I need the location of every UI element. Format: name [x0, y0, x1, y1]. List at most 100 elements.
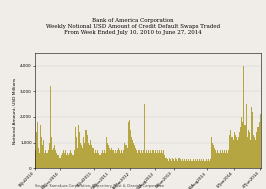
Bar: [251, 107, 252, 168]
Bar: [50, 86, 51, 168]
Bar: [62, 153, 63, 168]
Bar: [110, 150, 111, 168]
Bar: [249, 132, 250, 168]
Bar: [196, 160, 197, 168]
Bar: [44, 153, 45, 168]
Bar: [45, 150, 47, 168]
Bar: [260, 114, 261, 168]
Bar: [184, 159, 185, 168]
Bar: [36, 132, 37, 168]
Bar: [192, 160, 193, 168]
Bar: [199, 159, 200, 168]
Bar: [176, 159, 177, 168]
Bar: [137, 153, 138, 168]
Bar: [182, 159, 183, 168]
Bar: [168, 160, 169, 168]
Bar: [126, 145, 127, 168]
Bar: [244, 125, 246, 168]
Bar: [54, 145, 55, 168]
Bar: [49, 143, 50, 168]
Bar: [121, 150, 122, 168]
Bar: [222, 150, 223, 168]
Bar: [253, 135, 254, 168]
Bar: [208, 159, 209, 168]
Bar: [139, 153, 141, 168]
Bar: [47, 153, 48, 168]
Text: Source: Kamakura Corporation, Depository Trust & Clearing Corporation: Source: Kamakura Corporation, Depository…: [35, 184, 164, 188]
Bar: [43, 140, 44, 168]
Bar: [42, 145, 43, 168]
Bar: [118, 148, 119, 168]
Bar: [236, 137, 237, 168]
Bar: [35, 150, 36, 168]
Bar: [136, 150, 137, 168]
Bar: [41, 137, 42, 168]
Bar: [158, 153, 159, 168]
Bar: [185, 160, 186, 168]
Bar: [113, 150, 114, 168]
Bar: [197, 159, 198, 168]
Bar: [83, 137, 84, 168]
Bar: [247, 137, 248, 168]
Bar: [193, 159, 194, 168]
Bar: [97, 150, 98, 168]
Bar: [104, 150, 105, 168]
Bar: [239, 132, 240, 168]
Bar: [61, 155, 62, 168]
Bar: [229, 135, 230, 168]
Bar: [143, 150, 144, 168]
Bar: [162, 153, 163, 168]
Bar: [217, 150, 218, 168]
Bar: [231, 137, 232, 168]
Bar: [66, 155, 67, 168]
Bar: [74, 127, 76, 168]
Bar: [215, 150, 216, 168]
Bar: [177, 160, 178, 168]
Bar: [107, 143, 108, 168]
Bar: [63, 150, 64, 168]
Bar: [78, 125, 79, 168]
Bar: [235, 135, 236, 168]
Bar: [69, 153, 70, 168]
Bar: [127, 148, 128, 168]
Bar: [48, 150, 49, 168]
Bar: [234, 132, 235, 168]
Bar: [53, 148, 54, 168]
Bar: [174, 160, 175, 168]
Bar: [123, 150, 124, 168]
Bar: [232, 140, 234, 168]
Bar: [65, 150, 66, 168]
Bar: [250, 140, 251, 168]
Bar: [95, 150, 96, 168]
Bar: [225, 153, 226, 168]
Bar: [76, 137, 77, 168]
Bar: [58, 155, 60, 168]
Bar: [67, 153, 68, 168]
Bar: [226, 150, 227, 168]
Bar: [223, 153, 224, 168]
Bar: [211, 137, 212, 168]
Bar: [257, 127, 259, 168]
Bar: [117, 150, 118, 168]
Bar: [164, 155, 165, 168]
Bar: [163, 150, 164, 168]
Bar: [212, 143, 213, 168]
Bar: [79, 132, 80, 168]
Bar: [207, 160, 208, 168]
Bar: [60, 158, 61, 168]
Bar: [194, 160, 195, 168]
Bar: [214, 148, 215, 168]
Bar: [160, 153, 161, 168]
Bar: [86, 135, 88, 168]
Bar: [108, 145, 109, 168]
Bar: [51, 137, 52, 168]
Bar: [203, 159, 205, 168]
Bar: [102, 150, 103, 168]
Bar: [187, 160, 188, 168]
Bar: [99, 155, 101, 168]
Bar: [68, 155, 69, 168]
Bar: [255, 140, 256, 168]
Bar: [165, 158, 167, 168]
Bar: [38, 148, 39, 168]
Bar: [155, 150, 156, 168]
